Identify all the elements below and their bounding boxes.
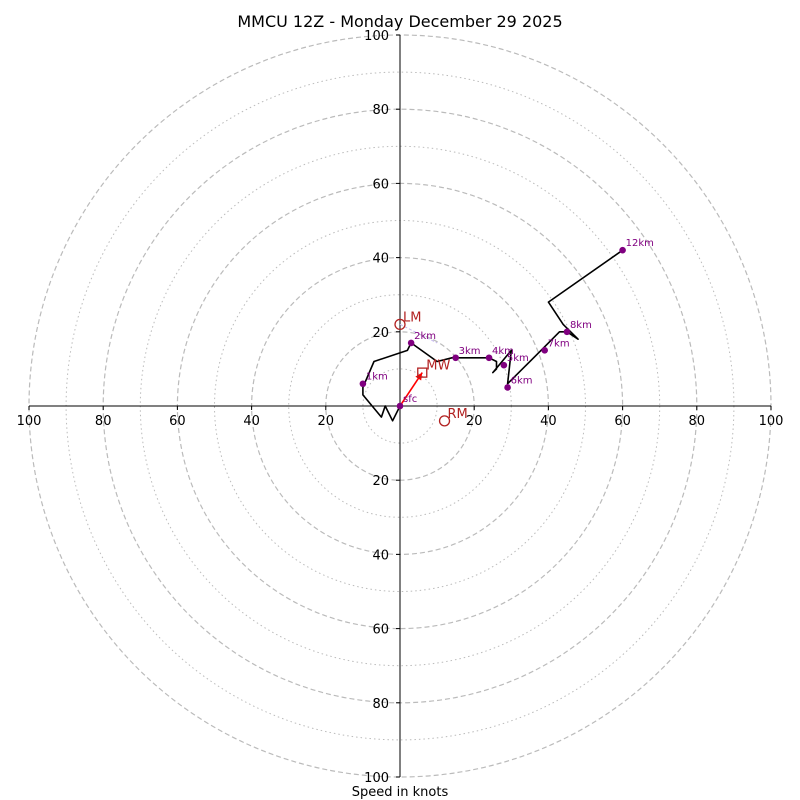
x-axis-label: Speed in knots: [352, 785, 449, 800]
height-label-12km: 12km: [626, 238, 654, 249]
right-mover-marker: [438, 415, 451, 427]
mean-wind-label: MW: [426, 359, 450, 374]
left-mover-marker: [394, 318, 406, 331]
height-marker-7km: [541, 347, 548, 354]
height-label-8km: 8km: [570, 320, 592, 331]
y-tick-label: 100: [364, 29, 389, 44]
height-label-7km: 7km: [548, 338, 570, 349]
height-marker-3km: [452, 354, 459, 362]
hodograph-line: [362, 249, 624, 422]
right-mover-label: RM: [448, 407, 468, 422]
height-label-2km: 2km: [414, 331, 436, 342]
y-tick-label: 20: [372, 474, 389, 489]
x-tick-label: 40: [243, 414, 260, 429]
y-tick-label: 20: [372, 326, 389, 341]
y-tick-label: 100: [364, 771, 389, 786]
height-label-3km: 3km: [459, 346, 481, 357]
height-marker-1km: [359, 380, 367, 388]
height-marker-sfc: [396, 402, 404, 410]
x-tick-label: 20: [318, 414, 335, 429]
x-tick-label: 80: [95, 414, 112, 429]
height-marker-12km: [619, 246, 626, 254]
mean-wind-marker: [417, 367, 428, 378]
left-mover-label: LM: [403, 310, 421, 325]
x-tick-label: 60: [169, 414, 186, 429]
y-tick-label: 60: [372, 623, 389, 638]
lm-link-line: [399, 323, 438, 344]
height-marker-2km: [407, 339, 415, 347]
height-label-5km: 5km: [507, 353, 529, 364]
height-marker-8km: [563, 328, 571, 336]
tick-labels: 100 80 60 40 20 20 40 60 80 100 100 80 60 40 20 20 40 60 8…: [17, 29, 784, 786]
y-tick-label: 80: [372, 697, 389, 712]
x-tick-label: 100: [759, 414, 784, 429]
x-tick-label: 20: [466, 414, 483, 429]
chart-title: MMCU 12Z - Monday December 29 2025: [237, 12, 562, 31]
height-marker-4km: [485, 354, 493, 362]
height-label-4km: 4km: [492, 346, 514, 357]
y-tick-label: 40: [372, 548, 389, 563]
storm-motion: LM RM MW: [394, 310, 468, 427]
height-label-sfc: sfc: [403, 394, 417, 405]
height-marker-6km: [504, 384, 511, 391]
y-tick-label: 40: [372, 252, 389, 267]
x-tick-label: 100: [17, 414, 42, 429]
y-tick-label: 60: [372, 177, 389, 192]
hodograph-trace: [362, 249, 624, 422]
x-tick-label: 60: [614, 414, 631, 429]
x-tick-label: 80: [689, 414, 706, 429]
height-marker-5km: [500, 361, 508, 369]
height-label-6km: 6km: [511, 375, 533, 386]
height-label-1km: 1km: [366, 372, 388, 383]
y-tick-label: 80: [372, 103, 389, 118]
x-tick-label: 40: [540, 414, 557, 429]
